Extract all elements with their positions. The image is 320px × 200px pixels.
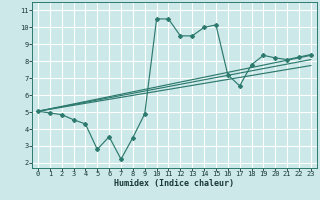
X-axis label: Humidex (Indice chaleur): Humidex (Indice chaleur): [115, 179, 234, 188]
